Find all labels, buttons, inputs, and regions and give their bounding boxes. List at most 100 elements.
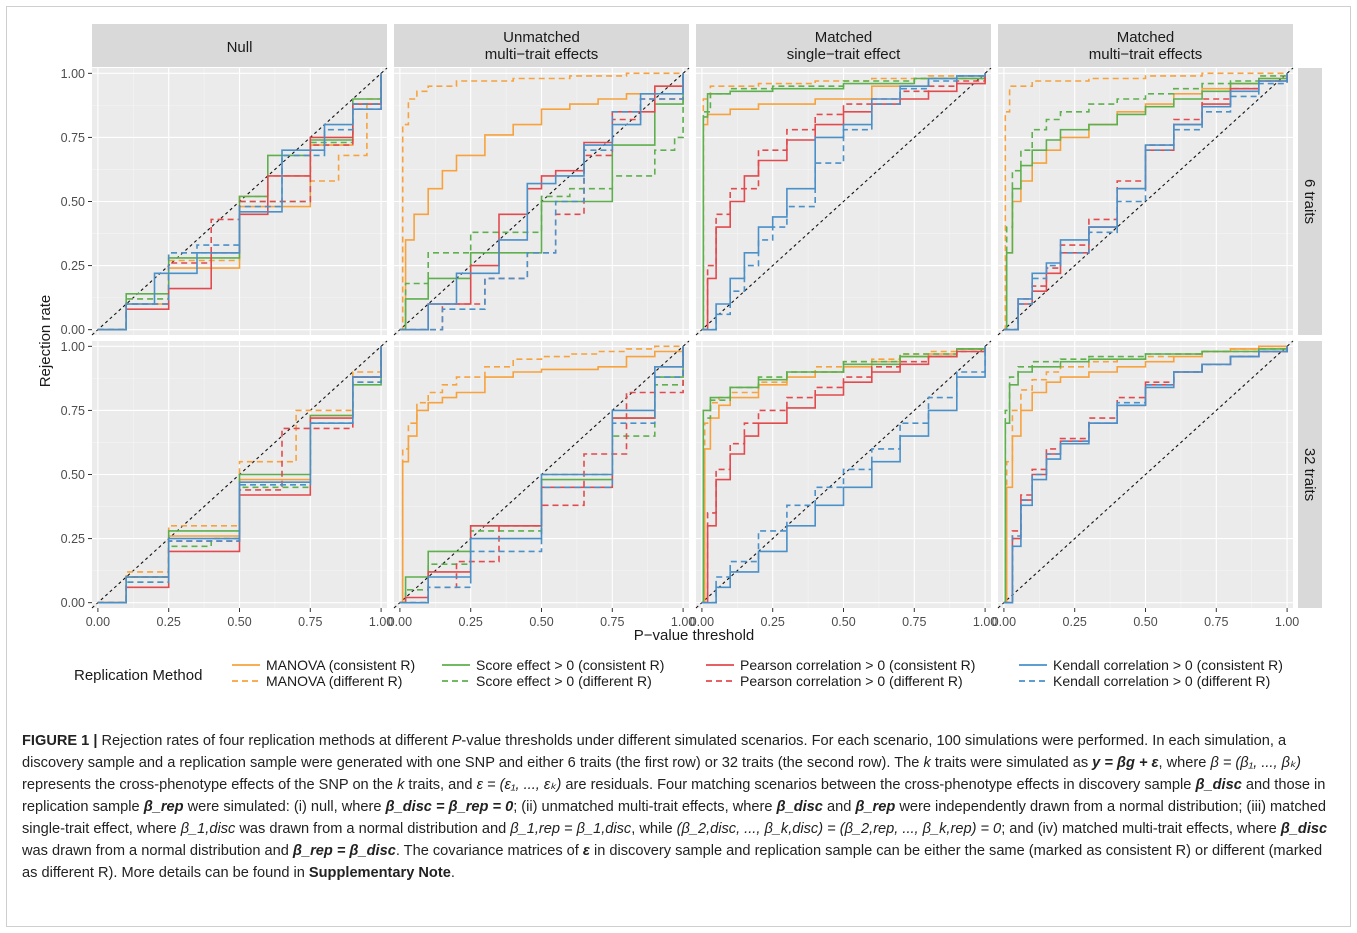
figure-label: FIGURE 1 | [22,733,98,749]
caption-text-26: , while [631,821,677,837]
legend-label-score-consistent: Score effect > 0 (consistent R) [476,657,664,673]
caption-text-18: ; (ii) unmatched multi-trait effects, wh… [513,799,777,815]
caption-math-brep2: β_rep [855,799,896,815]
caption-text-12: are residuals. Four matching scenarios b… [561,777,1196,793]
legend-label-kendall-different: Kendall correlation > 0 (different R) [1053,673,1270,689]
legend-label-manova-different: MANOVA (different R) [266,673,402,689]
y-tick-label: 1.00 [61,67,85,81]
x-axis-title: P−value threshold [634,627,755,644]
y-tick-label: 0.50 [61,195,85,209]
series-line-manova-different-0-3 [1003,72,1288,331]
caption-text-28: ; and (iv) matched multi-trait effects, … [1001,821,1281,837]
x-tick-label: 0.75 [1204,615,1228,629]
facet-strip-row-label-1: 32 traits [1301,448,1318,501]
caption-math-p: P [451,733,462,749]
caption-math-matched: β_rep = β_disc [292,843,396,859]
legend-title: Replication Method [74,667,202,684]
series-line-kendall-different-0-0 [97,73,382,331]
x-tick-label: 0.50 [227,615,251,629]
caption-text-14: and those in replication sample [22,777,1326,815]
series-line-kendall-different-1-1 [399,346,684,604]
facet-strip-label-0: Null [227,39,253,56]
x-tick-label: 0.25 [761,615,785,629]
caption-text-36: . [450,865,455,881]
caption-text-16: were simulated: (i) null, where [183,799,386,815]
series-line-pearson-different-1-2 [701,346,986,604]
series-line-kendall-different-0-3 [1003,73,1288,331]
series-line-manova-different-1-0 [97,346,382,604]
facet-strip-label-3: Matched multi−trait effects [1089,29,1203,63]
series-line-manova-different-0-1 [399,72,684,331]
x-tick-label: 0.25 [459,615,483,629]
series-line-manova-different-0-2 [701,73,986,331]
y-tick-label: 0.25 [61,532,85,546]
caption-text-8: represents the cross-phenotype effects o… [22,777,398,793]
series-line-kendall-different-0-1 [399,73,684,331]
series-line-kendall-different-0-2 [701,73,986,331]
caption-math-k2: k [397,777,405,793]
x-tick-label: 1.00 [973,615,997,629]
faceted-line-chart: Null Unmatched multi−trait effects Matched s… [37,24,1322,689]
legend-label-pearson-consistent: Pearson correlation > 0 (consistent R) [740,657,975,673]
x-tick-label: 0.00 [86,615,110,629]
caption-supplementary-note: Supplementary Note [308,865,451,881]
figure-caption: FIGURE 1 | Rejection rates of four repli… [22,730,1334,884]
facet-strip-label-1: Unmatched multi−trait effects [485,29,599,63]
reference-line-1-3 [997,340,1294,609]
series-line-score-consistent-0-1 [399,73,684,331]
caption-text-20: and [822,799,856,815]
series-line-manova-different-1-1 [399,345,684,604]
series-line-kendall-different-1-3 [1003,346,1288,604]
series-line-kendall-consistent-0-3 [1003,73,1288,331]
caption-text-34: in discovery sample and replication samp… [22,843,1323,881]
series-line-score-different-1-3 [1003,346,1288,604]
y-tick-label: 0.75 [61,404,85,418]
series-line-kendall-consistent-1-1 [399,346,684,604]
caption-text-24: was drawn from a normal distribution and [235,821,511,837]
x-tick-label: 0.00 [992,615,1016,629]
caption-math-model: y = βg + ε [1092,755,1159,771]
y-axis-title: Rejection rate [37,295,54,388]
y-tick-label: 0.00 [61,596,85,610]
caption-text-6: , where [1158,755,1211,771]
y-tick-label: 1.00 [61,340,85,354]
x-tick-label: 0.50 [1133,615,1157,629]
y-tick-label: 0.75 [61,131,85,145]
x-tick-label: 0.50 [529,615,553,629]
caption-text-10: traits, and [404,777,477,793]
caption-text-2: -value thresholds under different simula… [22,733,1287,771]
caption-text-30: was drawn from a normal distribution and [22,843,293,859]
caption-math-b1disc: β_1,disc [180,821,236,837]
caption-math-bdisc3: β_disc [1280,821,1328,837]
legend-label-pearson-different: Pearson correlation > 0 (different R) [740,673,963,689]
x-tick-label: 0.75 [902,615,926,629]
caption-text-4: traits were simulated as [930,755,1093,771]
series-line-kendall-different-1-2 [701,346,986,604]
x-tick-label: 1.00 [671,615,695,629]
x-tick-label: 0.75 [600,615,624,629]
facet-strip-column-0 [92,24,387,67]
caption-math-bdisc1: β_disc [1195,777,1242,793]
facet-strip-label-2: Matched single−trait effect [787,29,901,63]
x-tick-label: 0.75 [298,615,322,629]
facet-strip-row-1 [1298,341,1322,608]
y-tick-label: 0.00 [61,323,85,337]
caption-math-brep1: β_rep [143,799,184,815]
series-line-manova-consistent-1-2 [701,346,986,604]
series-line-kendall-different-1-0 [97,346,382,604]
series-line-kendall-consistent-0-1 [399,73,684,331]
caption-math-bdisc2: β_disc [776,799,823,815]
caption-text-32: . The covariance matrices of [395,843,583,859]
x-tick-label: 0.00 [690,615,714,629]
y-tick-label: 0.50 [61,468,85,482]
caption-math-eps2: ε [582,843,590,859]
caption-math-k1: k [923,755,931,771]
caption-math-eps: ε = (ε₁, ..., εₖ) [476,777,562,793]
reference-line-1-2 [695,340,992,609]
series-line-manova-consistent-0-1 [399,73,684,331]
caption-math-beta: β = (β₁, ..., βₖ) [1210,755,1301,771]
legend-label-score-different: Score effect > 0 (different R) [476,673,652,689]
x-tick-label: 1.00 [369,615,393,629]
x-tick-label: 0.25 [157,615,181,629]
series-line-score-different-0-3 [1003,73,1288,331]
